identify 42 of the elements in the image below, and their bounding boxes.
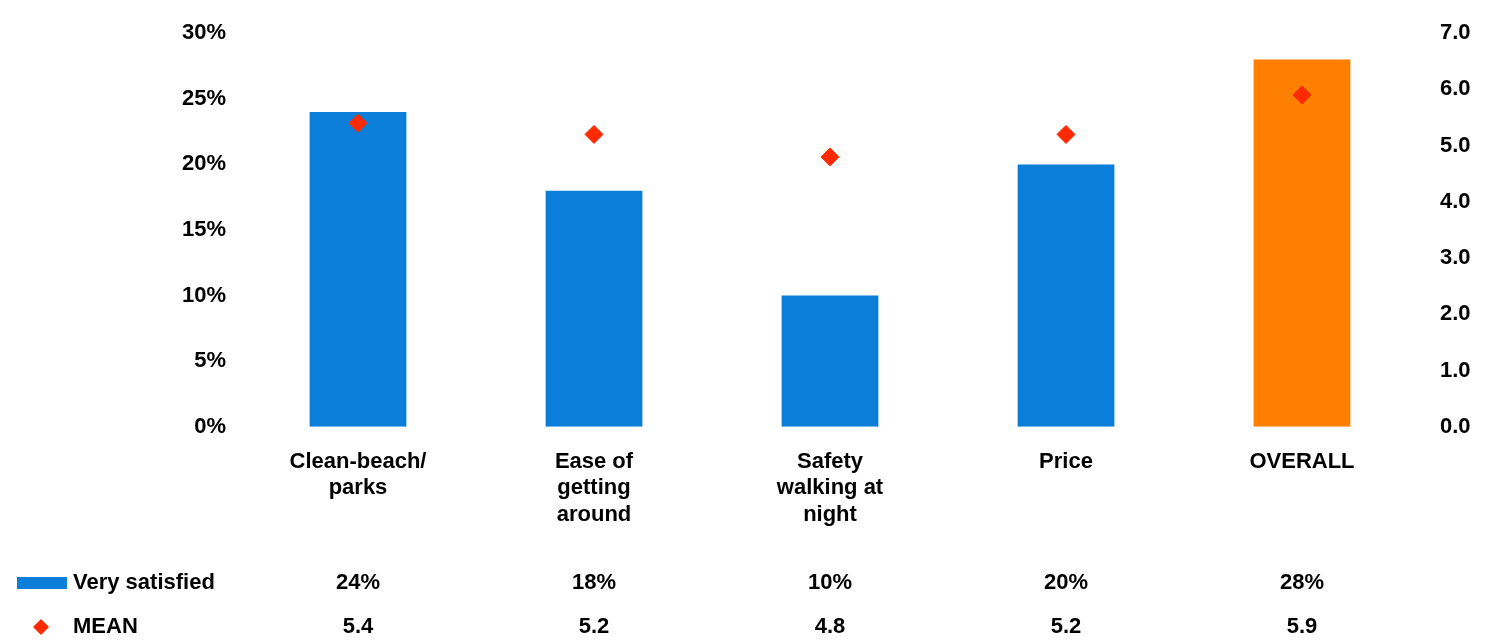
bar [1017,164,1115,427]
x-tick-label: Clean-beach/ parks [289,448,427,500]
legend-label: Very satisfied [73,569,215,595]
bar [545,190,643,427]
y2-tick-label: 2.0 [1440,300,1471,326]
x-tick-label: OVERALL [1249,448,1355,474]
data-label: 4.8 [814,613,846,639]
point [1292,85,1312,105]
data-label: 5.4 [342,613,375,639]
x-tick-label: Safety walking at night [775,448,884,526]
y2-tick-label: 0.0 [1440,412,1471,438]
point [348,113,368,133]
bar [781,295,879,427]
data-label: 20% [1043,569,1089,595]
y-tick-label: 20% [181,150,226,176]
bar [1253,59,1351,427]
data-label: 10% [807,569,853,595]
data-label: 5.9 [1286,613,1318,639]
y2-tick-label: 7.0 [1440,19,1471,45]
data-label: 18% [571,569,617,595]
x-tick-label: Ease of getting around [554,448,634,526]
y2-tick-label: 1.0 [1440,356,1471,382]
data-label: 5.2 [1050,613,1082,639]
x-tick-label: Price [1039,448,1093,474]
point [1056,124,1076,144]
data-label: 28% [1279,569,1325,595]
legend-label: MEAN [73,613,138,639]
data-label: 5.2 [578,613,610,639]
y-tick-label: 0% [194,412,226,438]
y-tick-label: 15% [181,216,226,242]
y-tick-label: 10% [181,281,226,307]
y2-tick-label: 6.0 [1440,75,1471,101]
y2-tick-label: 3.0 [1440,244,1471,270]
point [820,147,840,167]
bar [309,111,407,427]
data-label: 24% [335,569,381,595]
y-tick-label: 5% [194,347,226,373]
y-tick-label: 25% [181,84,226,110]
y2-tick-label: 4.0 [1440,187,1471,213]
y2-tick-label: 5.0 [1440,131,1471,157]
point [584,124,604,144]
y-tick-label: 30% [181,19,226,45]
